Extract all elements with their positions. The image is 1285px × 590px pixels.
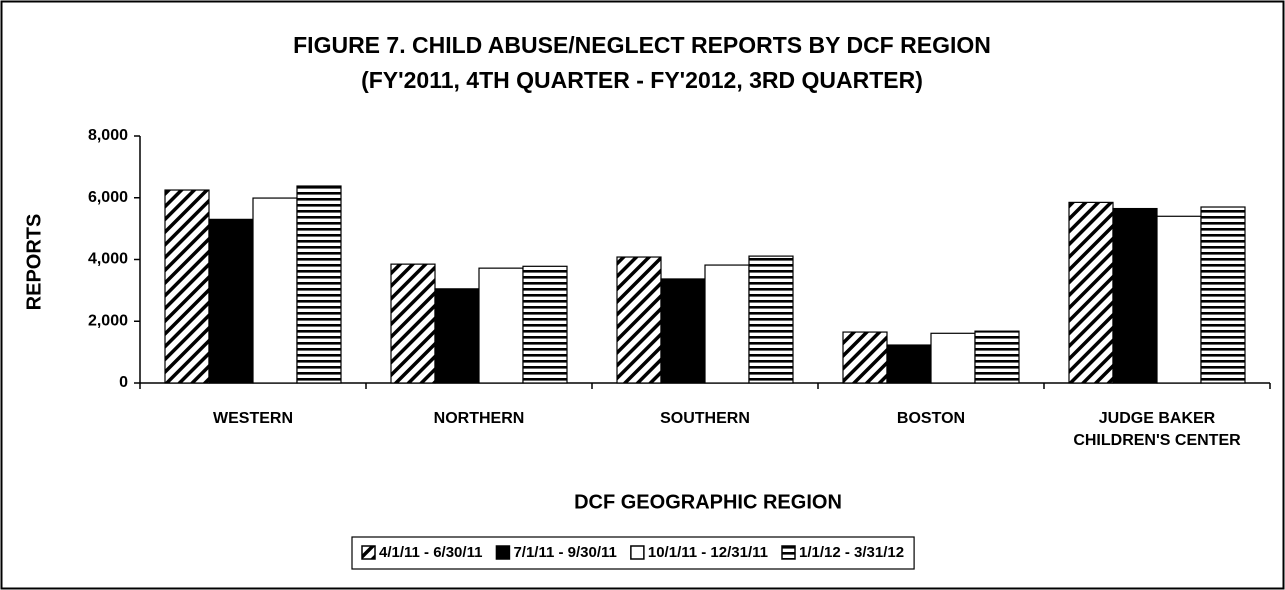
chart-title: (FY'2011, 4TH QUARTER - FY'2012, 3RD QUA… <box>361 67 923 93</box>
bar <box>1200 206 1246 384</box>
legend-box <box>351 536 915 570</box>
legend: 4/1/11 - 6/30/11 7/1/11 - 9/30/11 10/1/11 … <box>351 536 915 570</box>
legend-swatch <box>361 545 376 560</box>
legend-swatch <box>630 545 645 560</box>
bar <box>974 330 1020 384</box>
legend-label: 7/1/11 - 9/30/11 <box>513 544 616 561</box>
x-tick-label: BOSTON <box>897 410 965 427</box>
y-tick-label: 8,000 <box>88 127 128 144</box>
bar <box>930 332 976 384</box>
x-tick-label: NORTHERN <box>434 410 525 427</box>
bar <box>390 263 436 384</box>
x-tick-label: SOUTHERN <box>660 410 750 427</box>
chart-title: FIGURE 7. CHILD ABUSE/NEGLECT REPORTS BY… <box>293 32 991 58</box>
bar <box>1156 215 1202 384</box>
bar <box>660 278 706 384</box>
bar <box>704 264 750 384</box>
bar <box>164 189 210 384</box>
bar <box>1068 201 1114 384</box>
legend-label: 10/1/11 - 12/31/11 <box>648 544 768 561</box>
bar <box>252 197 298 384</box>
bar <box>748 255 794 384</box>
legend-label: 4/1/11 - 6/30/11 <box>379 544 482 561</box>
y-axis-label: REPORTS <box>23 214 45 311</box>
x-tick-label: WESTERN <box>213 410 293 427</box>
bar <box>842 331 888 384</box>
y-tick-label: 0 <box>119 374 128 391</box>
legend-label: 1/1/12 - 3/31/12 <box>799 544 904 561</box>
legend-swatch <box>495 545 511 560</box>
y-tick-label: 2,000 <box>88 312 128 329</box>
bar <box>616 256 662 384</box>
bar <box>296 185 342 384</box>
bar <box>1112 207 1158 384</box>
legend-swatch <box>781 545 796 560</box>
bar <box>886 344 932 384</box>
bar <box>434 288 480 384</box>
y-tick-label: 4,000 <box>88 251 128 268</box>
bar <box>522 265 568 384</box>
x-tick-label: JUDGE BAKER CHILDREN'S CENTER <box>1073 410 1241 449</box>
bar <box>208 218 254 384</box>
bar <box>478 267 524 384</box>
y-tick-label: 6,000 <box>88 189 128 206</box>
x-axis-label: DCF GEOGRAPHIC REGION <box>574 491 842 513</box>
